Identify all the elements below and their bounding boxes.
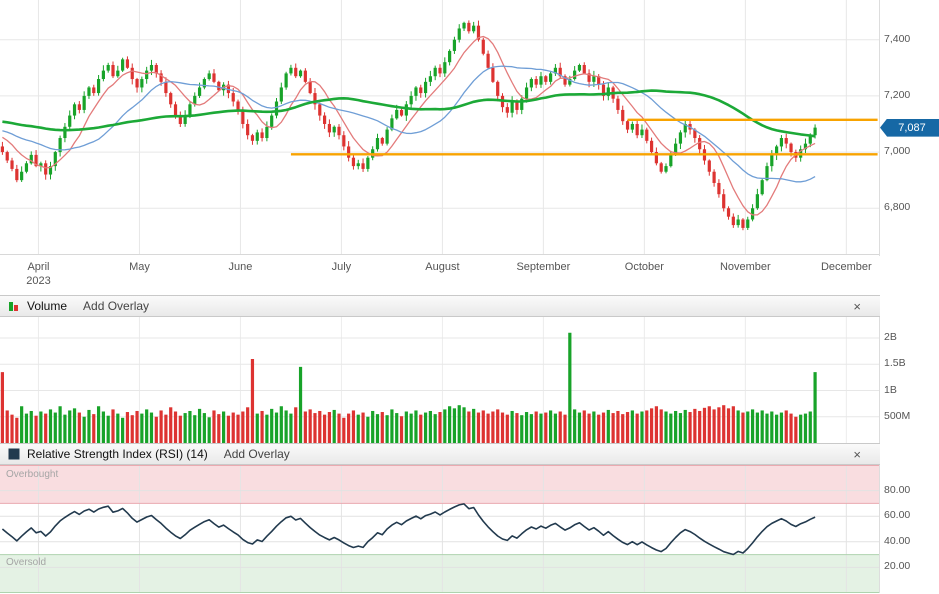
month-label: October	[624, 261, 664, 273]
month-label: June	[228, 261, 253, 273]
oversold-label: Oversold	[6, 557, 47, 568]
price-y-tick: 6,800	[884, 201, 911, 214]
volume-close-button[interactable]: ×	[853, 298, 861, 314]
volume-bars-icon	[8, 300, 20, 312]
volume-y-tick: 2B	[884, 331, 897, 343]
rsi-y-tick: 40.00	[884, 534, 911, 547]
rsi-close-button[interactable]: ×	[853, 446, 861, 462]
month-label: November	[719, 261, 771, 273]
month-label: April 2023	[26, 261, 51, 287]
rsi-indicator-icon	[8, 448, 20, 460]
month-label: May	[129, 261, 150, 273]
rsi-line-chart[interactable]	[0, 465, 880, 593]
year-label: 2023	[26, 275, 51, 287]
price-x-axis: April 2023 May June July August September Octob…	[0, 258, 880, 292]
volume-y-axis: 2B 1.5B 1B 500M	[884, 317, 938, 443]
price-candlestick-chart[interactable]	[0, 0, 880, 256]
rsi-y-tick: 80.00	[884, 483, 911, 496]
rsi-y-tick: 60.00	[884, 509, 911, 522]
volume-panel-title: Volume	[27, 299, 68, 313]
price-y-tick: 7,400	[884, 32, 911, 45]
rsi-add-overlay-button[interactable]: Add Overlay	[223, 447, 290, 461]
month-label: July	[331, 261, 352, 273]
volume-y-tick: 1B	[884, 383, 897, 396]
last-price-badge: 7,087	[880, 118, 939, 137]
volume-add-overlay-button[interactable]: Add Overlay	[83, 299, 150, 313]
price-y-tick: 7,000	[884, 145, 911, 158]
price-y-tick: 7,200	[884, 88, 911, 101]
rsi-panel-header: Relative Strength Index (RSI) (14) Add O…	[0, 443, 880, 465]
rsi-y-tick: 20.00	[884, 560, 911, 573]
volume-panel-header: Volume Add Overlay ×	[0, 295, 880, 317]
month-label: September	[516, 261, 571, 273]
volume-y-tick: 500M	[884, 409, 911, 422]
volume-y-tick: 1.5B	[884, 357, 906, 370]
volume-bar-chart[interactable]	[0, 317, 880, 443]
rsi-y-axis: 80.00 60.00 40.00 20.00	[884, 465, 938, 593]
overbought-label: Overbought	[6, 469, 59, 480]
price-y-axis: 7,400 7,200 7,000 6,800	[884, 0, 938, 256]
month-label: August	[425, 261, 460, 273]
rsi-panel-title: Relative Strength Index (RSI) (14)	[27, 447, 208, 461]
month-label: December	[820, 261, 872, 273]
